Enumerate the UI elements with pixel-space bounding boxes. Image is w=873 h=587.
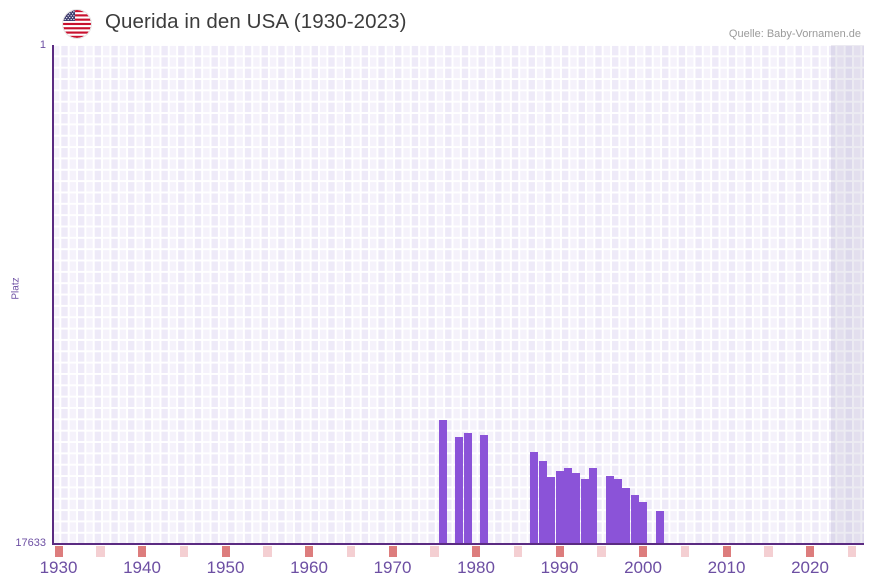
- bar: [438, 420, 447, 545]
- x-tick-minor: [179, 546, 189, 557]
- x-tick-major: [221, 546, 230, 557]
- bar: [455, 437, 464, 545]
- us-flag-icon: [63, 10, 91, 38]
- bar: [555, 470, 564, 545]
- bar: [538, 460, 547, 545]
- x-axis-labels: 1930 1940 1950 1960 1970 1980 1990 2000 2010 2020: [0, 558, 873, 584]
- y-axis-bottom-label: 17633: [15, 537, 46, 549]
- x-tick-minor: [847, 546, 857, 557]
- x-tick-minor: [263, 546, 272, 557]
- x-tick-major: [472, 546, 481, 557]
- x-tick-minor: [346, 546, 356, 557]
- bar: [605, 475, 614, 545]
- bar: [563, 468, 572, 545]
- x-axis-label: 1960: [290, 558, 328, 577]
- x-tick-minor: [680, 546, 690, 557]
- x-axis-line: [52, 543, 864, 545]
- bar: [580, 478, 589, 545]
- x-axis-label: 2010: [707, 558, 746, 577]
- y-axis-top-label: 1: [39, 39, 46, 51]
- bar: [480, 434, 489, 545]
- bar: [655, 511, 664, 545]
- x-tick-minor: [430, 546, 439, 557]
- bar: [588, 468, 597, 545]
- x-tick-minor: [764, 546, 773, 557]
- bar: [613, 479, 622, 545]
- x-tick-major: [388, 546, 397, 557]
- source-note: Quelle: Baby-Vornamen.de: [728, 28, 861, 40]
- bar: [572, 472, 581, 545]
- y-axis-title: Platz: [10, 277, 22, 300]
- x-axis-tick-marks: [52, 546, 864, 558]
- x-axis-label: 2000: [624, 558, 662, 577]
- x-tick-minor: [597, 546, 606, 557]
- y-axis-line: [52, 45, 54, 545]
- x-tick-major: [305, 546, 314, 557]
- x-tick-major: [639, 546, 648, 557]
- bar: [547, 476, 556, 545]
- x-tick-major: [806, 546, 815, 557]
- x-axis-label: 1980: [457, 558, 495, 577]
- x-axis-label: 1950: [206, 558, 245, 577]
- x-tick-major: [555, 546, 564, 557]
- page-title: Querida in den USA (1930-2023): [105, 10, 407, 33]
- bar: [530, 451, 539, 545]
- chart-header: Querida in den USA (1930-2023) Quelle: B…: [0, 0, 873, 45]
- chart-gridlines: [52, 45, 864, 545]
- x-tick-minor: [513, 546, 523, 557]
- x-axis-label: 2020: [791, 558, 829, 577]
- x-tick-major: [54, 546, 63, 557]
- x-tick-major: [138, 546, 147, 557]
- x-axis-label: 1930: [39, 558, 78, 577]
- bar: [622, 487, 631, 545]
- bar: [463, 432, 472, 545]
- chart-plot-area: [52, 45, 864, 545]
- x-axis-label: 1990: [540, 558, 579, 577]
- x-tick-major: [722, 546, 731, 557]
- x-tick-minor: [96, 546, 105, 557]
- x-axis-label: 1970: [373, 558, 412, 577]
- bar: [630, 495, 639, 545]
- bar: [639, 501, 647, 545]
- x-axis-label: 1940: [123, 558, 161, 577]
